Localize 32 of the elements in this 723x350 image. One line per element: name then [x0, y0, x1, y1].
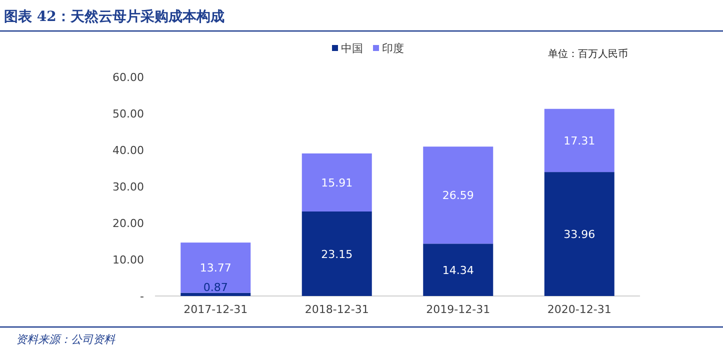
- y-tick-label: 10.00: [112, 254, 144, 266]
- legend-label: 中国: [341, 42, 363, 55]
- y-tick-label: 50.00: [112, 108, 144, 120]
- x-tick-label: 2017-12-31: [184, 303, 248, 316]
- x-tick-label: 2019-12-31: [426, 303, 490, 316]
- bar: [423, 244, 494, 296]
- bar: [302, 153, 372, 212]
- data-label: 17.31: [564, 134, 596, 148]
- chart-title: 图表 42：天然云母片采购成本构成: [4, 9, 224, 25]
- data-label: 33.96: [564, 228, 596, 242]
- data-label: 14.34: [442, 264, 474, 277]
- data-label: 15.91: [321, 176, 353, 190]
- x-tick-label: 2018-12-31: [304, 303, 369, 316]
- y-tick-label: 30.00: [112, 180, 144, 194]
- bar: [180, 292, 251, 296]
- data-label: 0.87: [203, 280, 228, 294]
- data-label: 26.59: [442, 189, 474, 202]
- bar: [302, 212, 372, 296]
- x-tick-label: 2020-12-31: [547, 303, 612, 316]
- bar: [544, 108, 614, 172]
- data-label: 23.15: [321, 248, 353, 261]
- bar: [423, 146, 494, 244]
- text: 资料来源：公司资料: [16, 333, 116, 346]
- y-tick-label: -: [140, 290, 144, 303]
- y-tick-label: 60.00: [112, 71, 144, 84]
- legend-label: 印度: [382, 42, 404, 55]
- bar: [544, 172, 614, 296]
- data-label: 13.77: [200, 262, 232, 275]
- bar: [180, 242, 251, 293]
- y-tick-label: 20.00: [112, 217, 144, 230]
- y-tick-label: 40.00: [112, 144, 144, 157]
- text: 单位：百万人民币: [548, 48, 628, 60]
